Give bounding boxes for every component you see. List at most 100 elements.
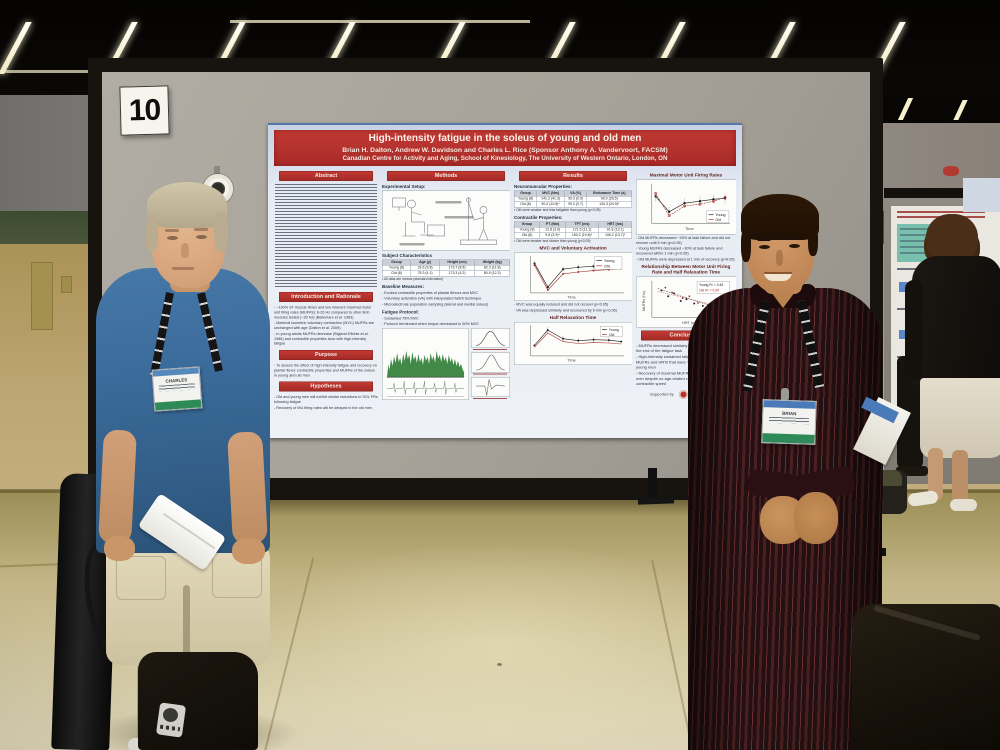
conclusion-bullet: - MUFRs decreased similarly in old and y…	[636, 342, 732, 353]
table-row: Young (8) 23.6 (3.8) 173.7 (8.5) 82.3 (11.…	[382, 264, 510, 271]
poster-title: High-intensity fatigue in the soleus of …	[368, 133, 642, 144]
conclusion-bullet: - High-intensity sustained fatigue induc…	[636, 354, 733, 370]
badge-green-bar	[762, 433, 815, 444]
results-heading: Results	[519, 170, 627, 181]
left-man-hair-side	[214, 212, 228, 252]
left-man-hair-side	[146, 214, 158, 252]
legend-old: Old	[604, 264, 610, 268]
contractile-label: Contractile Properties:	[514, 214, 563, 220]
table-header: TPT (ms)	[565, 220, 599, 227]
table-row: Old (8) 75.3 (4.1) 173.3 (4.2) 80.9 (12.2)	[382, 269, 510, 276]
supported-by-label: Supported by	[650, 391, 674, 396]
right-man-eyebrow	[787, 236, 801, 240]
scatter-legend-old: Old R² = 0.59	[699, 288, 719, 292]
table-header: MVC (Nm)	[536, 189, 565, 196]
left-man-shorts-crease	[183, 585, 190, 665]
table-row: Young (8) 12.8 (3.9) 121.5 (11.1) 91.8 (13…	[514, 226, 632, 233]
conclusion-bullet: - Recovery of maximal MUFRs may be delay…	[636, 370, 731, 386]
left-man-hand	[104, 536, 135, 561]
left-man-eye	[167, 236, 178, 240]
right-man-sideburn	[741, 228, 751, 262]
right-man-hair	[741, 194, 819, 240]
abstract-text	[275, 183, 377, 288]
bg-woman-hair	[926, 214, 978, 264]
subject-characteristics-table: Group Age (y) Height (cm) Weight (kg) Yo…	[382, 258, 510, 276]
subject-table-note: • All data are means (standard deviation…	[382, 276, 444, 281]
table-header: VA (%)	[564, 189, 588, 196]
poster-affiliation: Canadian Centre for Activity and Aging, …	[342, 154, 668, 162]
hypothesis-bullet: - Old and young men will exhibit similar…	[274, 394, 378, 404]
mvc-chart: Young Old Time	[514, 252, 632, 301]
table-header: Age (y)	[410, 258, 440, 265]
emg-figure-group	[382, 327, 510, 400]
purpose-heading: Purpose	[279, 349, 373, 360]
bg-woman-top	[912, 256, 1000, 386]
left-man-badge: CHARLES	[151, 366, 203, 412]
bg-woman-shoe	[950, 499, 977, 511]
legend-young: Young	[715, 213, 725, 217]
right-man-eye	[789, 244, 800, 248]
right-man-smile	[764, 272, 792, 281]
left-man-eyebrow	[194, 228, 208, 231]
bottom-right-bag	[852, 604, 1000, 750]
poster-columns: Abstract Introduction and Rationale - ~1…	[268, 169, 742, 435]
mvc-bullet: - MVC was equally reduced and did not re…	[514, 301, 609, 307]
mvc-chart-title: MVC and Voluntary Activation	[539, 245, 607, 251]
left-man-eye	[196, 235, 207, 239]
twitch-caption	[473, 373, 507, 376]
contractile-note: • Old were weaker and slower than young …	[514, 239, 591, 243]
contractile-table: Group PT (Nm) TPT (ms) HRT (ms) Young (8…	[514, 220, 632, 239]
legend-young: Young	[604, 259, 615, 263]
scatter-legend-young: Young R² = 0.45	[699, 282, 723, 286]
relationship-chart-title: Relationship Between Motor Unit Firing R…	[641, 263, 731, 275]
table-header: Group	[382, 258, 412, 265]
left-man-shorts-pocket	[116, 556, 166, 600]
floor-highlight	[240, 540, 760, 750]
table-header: PT (Nm)	[539, 220, 566, 227]
poster-column-2: Methods Experimental Setup:	[382, 170, 510, 433]
board-number: 10	[128, 93, 161, 127]
mwave-trace	[471, 376, 510, 397]
methods-heading: Methods	[387, 170, 505, 181]
right-man-eyebrow	[757, 237, 771, 241]
neuromuscular-table: Group MVC (Nm) VA (%) Endurance Time (s)…	[514, 189, 632, 207]
research-poster: High-intensity fatigue in the soleus of …	[268, 123, 742, 438]
table-row: Old (8) 90.2 (10.8)* 99.3 (0.7) 134.3 (24.…	[514, 200, 632, 207]
floor-speck	[497, 663, 502, 666]
supported-by-row: Supported by	[636, 389, 736, 399]
intro-bullet: - ~100% ST muscle fibres and low inheren…	[274, 304, 372, 319]
far-right-poster-fragment	[963, 178, 1000, 212]
hrt-chart: Young Old Time	[514, 321, 632, 365]
mvc-bullet: - VA was depressed similarly and recover…	[514, 307, 617, 312]
bg-poster-red-figure	[943, 166, 959, 176]
ceiling-light-rail	[230, 20, 530, 23]
abstract-heading: Abstract	[279, 170, 373, 181]
table-header: Height (cm)	[439, 258, 475, 265]
poster-title-banner: High-intensity fatigue in the soleus of …	[274, 130, 736, 166]
neuromuscular-note: • Old were weaker and less fatigable tha…	[514, 207, 601, 212]
setup-label: Experimental Setup:	[382, 183, 426, 189]
left-man-nose-shadow	[181, 243, 189, 258]
mufr-chart-title: Maximal Motor Unit Firing Rates	[649, 172, 723, 178]
bg-person-sandal	[896, 466, 928, 476]
mufr-bullet: - Young MUFRs decreased ~30% at task fai…	[636, 245, 723, 256]
right-man-badge: BRIAN	[761, 399, 817, 445]
right-man-nose-shadow	[776, 250, 783, 266]
bg-woman-leg	[928, 448, 943, 500]
legend-young: Young	[609, 327, 619, 331]
baseline-bullet: - Microelectrode population sampling (la…	[382, 301, 489, 307]
x-axis-label: Time	[567, 295, 575, 299]
twitch-traces	[471, 327, 510, 400]
board-foot	[637, 496, 675, 505]
twitch-trace	[471, 352, 510, 373]
left-man-hand	[232, 538, 265, 564]
x-axis-label: Time	[685, 227, 693, 231]
badge-details	[768, 416, 810, 425]
badge-details	[158, 383, 196, 392]
table-header: HRT (ms)	[598, 220, 632, 227]
table-row: Old (8) 9.8 (3.9)* 150.2 (19.8)* 106.2 (13…	[514, 231, 632, 239]
poster-authors: Brian H. Dalton, Andrew W. Davidson and …	[342, 146, 668, 154]
legend-old: Old	[715, 217, 721, 221]
right-man-hand	[794, 492, 838, 544]
scatter-x-label: HRT (ms)	[682, 320, 699, 324]
